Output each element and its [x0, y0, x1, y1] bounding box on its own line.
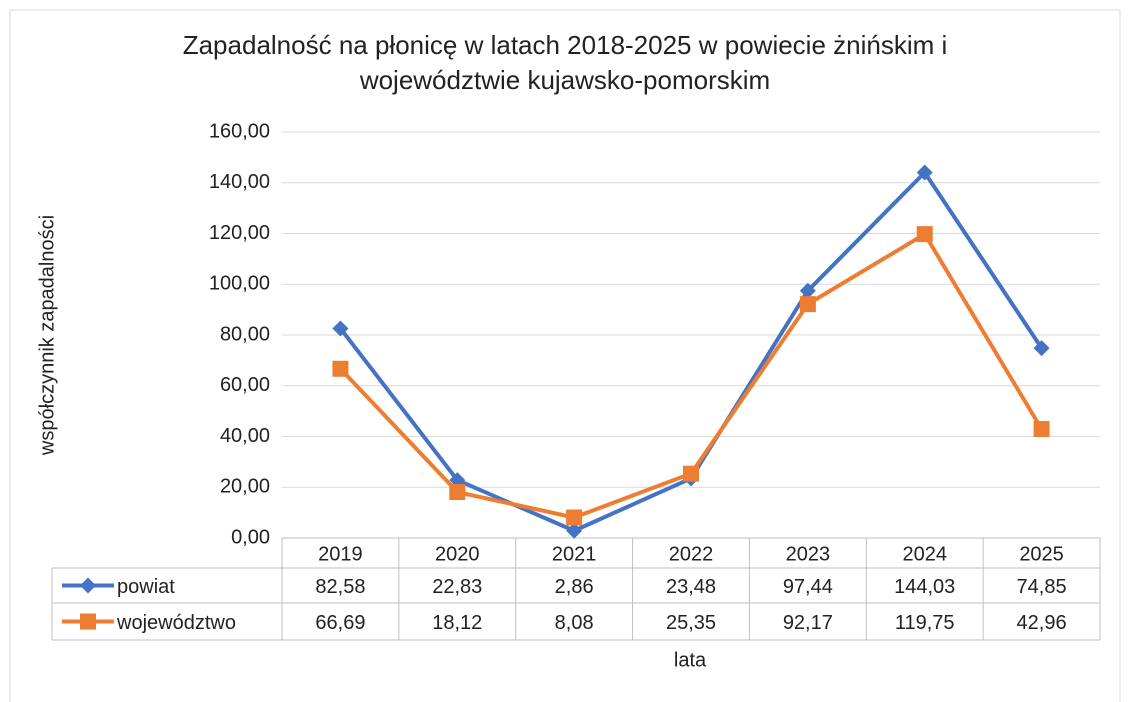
y-tick-label: 20,00: [220, 476, 270, 498]
table-value: 25,35: [666, 612, 716, 634]
legend-label: województwo: [116, 612, 236, 634]
y-tick-label: 160,00: [209, 120, 270, 142]
marker: [566, 509, 583, 526]
y-tick-label: 40,00: [220, 425, 270, 447]
legend-marker: [80, 577, 96, 594]
x-tick-label: 2024: [902, 543, 947, 565]
marker: [332, 320, 349, 337]
table-value: 18,12: [432, 612, 482, 634]
marker: [1033, 340, 1050, 357]
x-tick-label: 2023: [786, 543, 831, 565]
table-value: 97,44: [783, 576, 833, 598]
table-value: 2,86: [555, 576, 594, 598]
chart-title: województwie kujawsko-pomorskim: [359, 65, 770, 95]
legend-marker: [80, 613, 96, 630]
y-tick-label: 100,00: [209, 273, 270, 295]
y-tick-label: 60,00: [220, 374, 270, 396]
table-value: 119,75: [895, 612, 955, 634]
y-axis-title: współczynnik zapadalności: [36, 215, 58, 456]
table-value: 66,69: [315, 612, 365, 634]
marker: [916, 164, 933, 181]
table-value: 92,17: [783, 612, 833, 634]
chart-title: Zapadalność na płonicę w latach 2018-202…: [183, 30, 948, 60]
x-tick-label: 2019: [318, 543, 363, 565]
table-value: 74,85: [1017, 576, 1067, 598]
marker: [683, 465, 699, 482]
table-value: 23,48: [666, 576, 716, 598]
legend-label: powiat: [117, 576, 175, 598]
y-tick-label: 120,00: [209, 222, 270, 244]
marker: [1033, 420, 1050, 437]
marker: [566, 522, 583, 539]
x-axis-title: lata: [674, 649, 707, 671]
x-tick-label: 2022: [669, 543, 714, 565]
x-tick-label: 2021: [552, 543, 597, 565]
table-value: 42,96: [1017, 612, 1067, 634]
marker: [449, 484, 466, 501]
y-tick-label: 140,00: [209, 171, 270, 193]
marker: [799, 296, 816, 313]
table-value: 82,58: [315, 576, 365, 598]
x-tick-label: 2020: [435, 543, 480, 565]
y-tick-label: 0,00: [231, 526, 270, 548]
marker: [799, 282, 816, 299]
x-tick-label: 2025: [1019, 543, 1064, 565]
table-value: 22,83: [432, 576, 482, 598]
table-value: 144,03: [894, 576, 955, 598]
marker: [916, 226, 933, 243]
y-tick-label: 80,00: [220, 323, 270, 345]
marker: [332, 360, 349, 377]
table-value: 8,08: [555, 612, 594, 634]
chart-frame: [9, 9, 1121, 702]
